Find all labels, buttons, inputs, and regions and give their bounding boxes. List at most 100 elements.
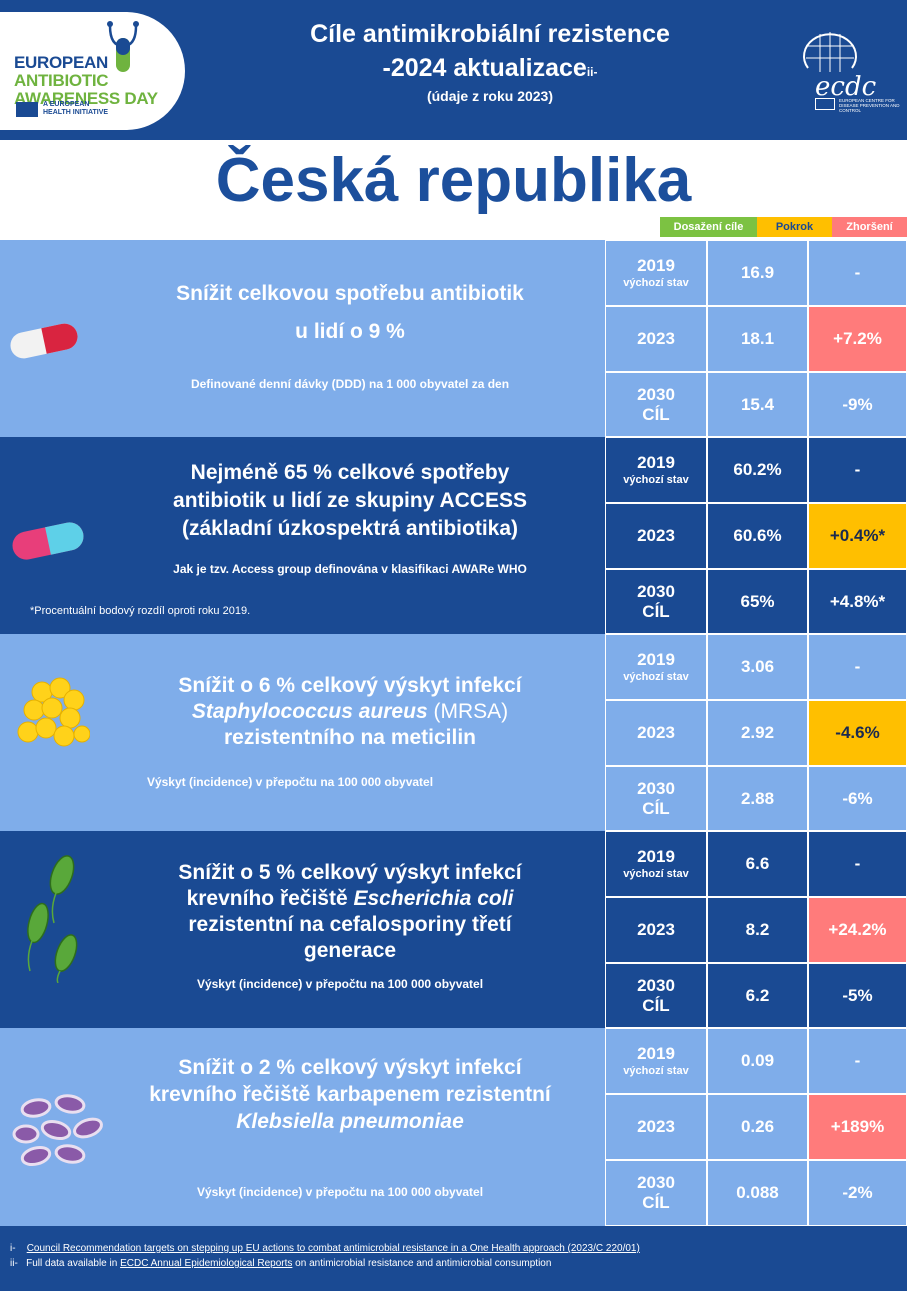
ecdc-logo: ecdc (815, 72, 877, 102)
change-cell: - (808, 1028, 907, 1094)
legend-worse: Zhoršení (832, 217, 907, 237)
country-title: Česká republika (215, 146, 692, 215)
year-label: 2019 (637, 847, 675, 866)
footer-reference-2: ii- Full data available in ECDC Annual E… (10, 1258, 552, 1269)
goal-line: Snížit celkovou spotřebu antibiotik (176, 282, 524, 305)
year-cell: 2030 CÍL (605, 963, 707, 1028)
year-label: 2019 (637, 256, 675, 275)
baseline-label: výchozí stav (623, 474, 689, 486)
footnote-asterisk: *Procentuální bodový rozdíl oproti roku … (30, 605, 251, 617)
goal-line-organism: krevního řečiště Escherichia coli (186, 887, 514, 910)
change-cell: +4.8%* (808, 569, 907, 634)
pill-pink-cyan-icon (12, 522, 84, 560)
target-label: CÍL (642, 1193, 670, 1212)
goal-subtitle: Jak je tzv. Access group definována v kl… (173, 562, 527, 576)
target-row-3: Snížit o 6 % celkový výskyt infekcí Stap… (0, 634, 907, 831)
council-recommendation-link[interactable]: Council Recommendation targets on steppi… (26, 1243, 640, 1254)
change-cell: - (808, 437, 907, 503)
logo-line2: ANTIBIOTIC (14, 71, 109, 90)
year-label: 2030 (637, 778, 675, 798)
change-cell: -5% (808, 963, 907, 1028)
value-cell: 2.92 (707, 700, 808, 766)
change-cell: -6% (808, 766, 907, 831)
year-cell: 2030 CÍL (605, 372, 707, 437)
year-label: 2030 (637, 384, 675, 404)
ecdc-eu-flag-icon (815, 98, 835, 110)
logo-line3: AWARENESS DAY (14, 89, 158, 108)
baseline-label: výchozí stav (623, 671, 689, 683)
year-label: 2030 (637, 1173, 675, 1192)
goal-line: Snížit o 2 % celkový výskyt infekcí (178, 1056, 522, 1079)
change-cell: - (808, 240, 907, 306)
header-title-line3: (údaje z roku 2023) (426, 88, 554, 104)
value-cell: 0.09 (707, 1028, 808, 1094)
year-cell: 2023 (605, 897, 707, 963)
year-cell: 2019 výchozí stav (605, 1028, 707, 1094)
value-cell: 0.088 (707, 1160, 808, 1226)
legend-achieved: Dosažení cíle (660, 217, 757, 237)
year-cell: 2019 výchozí stav (605, 634, 707, 700)
goal-line: Snížit o 5 % celkový výskyt infekcí (178, 861, 522, 884)
change-cell: - (808, 831, 907, 897)
year-label: 2019 (637, 453, 675, 472)
goal-subtitle: Definované denní dávky (DDD) na 1 000 ob… (190, 377, 510, 391)
goal-line-organism: Staphylococcus aureus (MRSA) (191, 700, 509, 723)
logo-line1: EUROPEAN (14, 53, 108, 72)
year-label: 2023 (637, 920, 675, 939)
klebsiella-icon (12, 1094, 103, 1167)
year-cell: 2030 CÍL (605, 569, 707, 634)
goal-line: generace (303, 939, 397, 962)
year-label: 2023 (637, 526, 675, 545)
change-cell: +24.2% (808, 897, 907, 963)
year-label: 2030 (637, 975, 675, 995)
change-cell: +7.2% (808, 306, 907, 372)
year-cell: 2019 výchozí stav (605, 437, 707, 503)
change-cell: -2% (808, 1160, 907, 1226)
target-label: CÍL (642, 601, 670, 621)
change-cell: - (808, 634, 907, 700)
value-cell: 16.9 (707, 240, 808, 306)
header: EUROPEAN ANTIBIOTIC AWARENESS DAY A EURO… (0, 0, 907, 140)
goal-line: rezistentní na cefalosporiny třetí (188, 913, 512, 936)
target-label: CÍL (642, 995, 670, 1015)
footer-reference-1: i- Council Recommendation targets on ste… (10, 1243, 640, 1254)
value-cell: 0.26 (707, 1094, 808, 1160)
year-label: 2019 (637, 1044, 675, 1063)
goal-subtitle: Výskyt (incidence) v přepočtu na 100 000… (196, 977, 484, 991)
header-title-line2: -2024 aktualizaceii- (382, 54, 598, 82)
logo-tagline: A EUROPEAN HEALTH INITIATIVE (43, 101, 109, 116)
value-cell: 60.6% (707, 503, 808, 569)
change-cell: -4.6% (808, 700, 907, 766)
target-row-5: Snížit o 2 % celkový výskyt infekcí krev… (0, 1028, 907, 1226)
year-label: 2023 (637, 723, 675, 742)
year-label: 2019 (637, 650, 675, 669)
target-label: CÍL (642, 798, 670, 818)
year-cell: 2023 (605, 1094, 707, 1160)
year-cell: 2030 CÍL (605, 766, 707, 831)
ecdc-reports-link[interactable]: ECDC Annual Epidemiological Reports (120, 1258, 293, 1269)
value-cell: 65% (707, 569, 808, 634)
value-cell: 6.2 (707, 963, 808, 1028)
e-coli-icon (27, 855, 78, 983)
ecdc-globe-icon (803, 32, 857, 72)
change-cell: -9% (808, 372, 907, 437)
year-cell: 2019 výchozí stav (605, 831, 707, 897)
year-label: 2023 (637, 329, 675, 348)
header-title-line1: Cíle antimikrobiální rezistence (310, 20, 670, 48)
target-row-2: Nejméně 65 % celkové spotřeby antibiotik… (0, 437, 907, 634)
stethoscope-pill-icon (107, 21, 139, 72)
year-cell: 2023 (605, 306, 707, 372)
year-label: 2023 (637, 1117, 675, 1136)
value-cell: 3.06 (707, 634, 808, 700)
footer: i- Council Recommendation targets on ste… (0, 1226, 907, 1291)
change-cell: +0.4%* (808, 503, 907, 569)
change-cell: +189% (808, 1094, 907, 1160)
value-cell: 6.6 (707, 831, 808, 897)
goal-line-organism: Klebsiella pneumoniae (236, 1110, 464, 1133)
value-cell: 2.88 (707, 766, 808, 831)
goal-line: u lidí o 9 % (295, 320, 405, 343)
baseline-label: výchozí stav (623, 868, 689, 880)
eaad-logo: EUROPEAN ANTIBIOTIC AWARENESS DAY A EURO… (0, 12, 185, 130)
eu-flag-icon (16, 102, 38, 117)
target-row-1: Snížit celkovou spotřebu antibiotik u li… (0, 240, 907, 437)
